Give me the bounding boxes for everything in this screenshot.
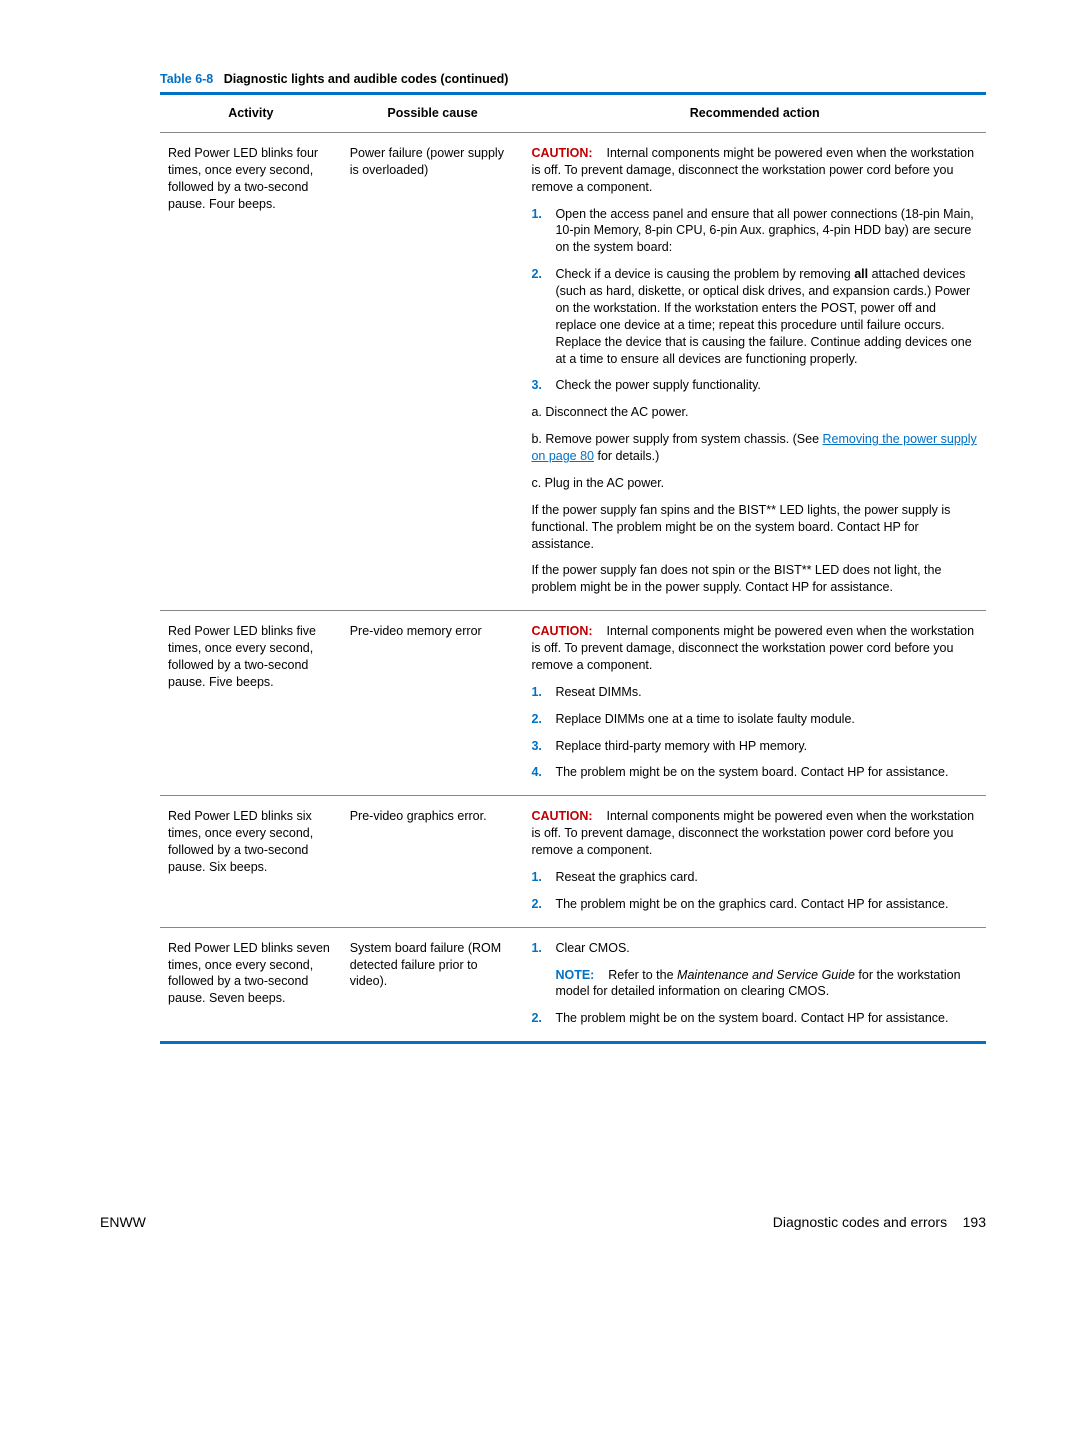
step-number: 3. [531,377,545,394]
activity-cell: Red Power LED blinks seven times, once e… [160,927,342,1043]
step-text: The problem might be on the system board… [545,1010,978,1027]
note-label: NOTE: [555,968,594,982]
list-item: 4. The problem might be on the system bo… [531,764,978,781]
step-number: 4. [531,764,545,781]
page: Table 6-8 Diagnostic lights and audible … [0,0,1080,1084]
list-item: 1. Reseat DIMMs. [531,684,978,701]
list-item: 3. Replace third-party memory with HP me… [531,738,978,755]
page-footer: ENWW Diagnostic codes and errors 193 [0,1214,1080,1230]
step-text: Reseat DIMMs. [545,684,978,701]
caution-block: CAUTION: Internal components might be po… [531,808,978,859]
step-number: 1. [531,684,545,701]
cause-cell: Pre-video memory error [342,611,524,796]
list-item: 1. Clear CMOS. [531,940,978,957]
footer-right: Diagnostic codes and errors 193 [773,1214,986,1230]
activity-cell: Red Power LED blinks five times, once ev… [160,611,342,796]
list-item: 3. Check the power supply functionality. [531,377,978,394]
paragraph: If the power supply fan does not spin or… [531,562,978,596]
step-number: 2. [531,896,545,913]
step-text: Replace third-party memory with HP memor… [545,738,978,755]
footer-left: ENWW [100,1214,146,1230]
sub-step: c. Plug in the AC power. [531,475,978,492]
activity-cell: Red Power LED blinks four times, once ev… [160,132,342,610]
caution-label: CAUTION: [531,624,592,638]
table-row: Red Power LED blinks four times, once ev… [160,132,986,610]
step-number: 3. [531,738,545,755]
cause-cell: System board failure (ROM detected failu… [342,927,524,1043]
list-item: 2. The problem might be on the system bo… [531,1010,978,1027]
table-row: Red Power LED blinks seven times, once e… [160,927,986,1043]
list-item: 2. The problem might be on the graphics … [531,896,978,913]
table-title: Diagnostic lights and audible codes (con… [224,72,509,86]
sub-step: a. Disconnect the AC power. [531,404,978,421]
step-text: Reseat the graphics card. [545,869,978,886]
caution-label: CAUTION: [531,809,592,823]
action-cell: CAUTION: Internal components might be po… [523,796,986,927]
cause-cell: Power failure (power supply is overloade… [342,132,524,610]
list-item: 1. Open the access panel and ensure that… [531,206,978,257]
paragraph: If the power supply fan spins and the BI… [531,502,978,553]
caution-block: CAUTION: Internal components might be po… [531,623,978,674]
table-row: Red Power LED blinks six times, once eve… [160,796,986,927]
action-cell: CAUTION: Internal components might be po… [523,132,986,610]
table-header-row: Activity Possible cause Recommended acti… [160,94,986,133]
caution-label: CAUTION: [531,146,592,160]
step-number: 1. [531,940,545,957]
table-label: Table 6-8 [160,72,213,86]
step-text: Open the access panel and ensure that al… [545,206,978,257]
action-cell: 1. Clear CMOS. NOTE: Refer to the Mainte… [523,927,986,1043]
table-row: Red Power LED blinks five times, once ev… [160,611,986,796]
sub-step: b. Remove power supply from system chass… [531,431,978,465]
header-cause: Possible cause [342,94,524,133]
list-item: 2. Check if a device is causing the prob… [531,266,978,367]
step-number: 2. [531,711,545,728]
step-number: 2. [531,266,545,367]
step-number: 1. [531,206,545,257]
step-text: Check the power supply functionality. [545,377,978,394]
note-block: NOTE: Refer to the Maintenance and Servi… [531,967,978,1001]
step-number: 1. [531,869,545,886]
step-text: Replace DIMMs one at a time to isolate f… [545,711,978,728]
step-text: The problem might be on the system board… [545,764,978,781]
caution-block: CAUTION: Internal components might be po… [531,145,978,196]
cause-cell: Pre-video graphics error. [342,796,524,927]
action-cell: CAUTION: Internal components might be po… [523,611,986,796]
step-text: Check if a device is causing the problem… [545,266,978,367]
list-item: 1. Reseat the graphics card. [531,869,978,886]
header-activity: Activity [160,94,342,133]
step-text: The problem might be on the graphics car… [545,896,978,913]
diagnostic-table: Activity Possible cause Recommended acti… [160,92,986,1044]
step-text: Clear CMOS. [545,940,978,957]
step-number: 2. [531,1010,545,1027]
table-caption: Table 6-8 Diagnostic lights and audible … [160,72,986,86]
header-action: Recommended action [523,94,986,133]
activity-cell: Red Power LED blinks six times, once eve… [160,796,342,927]
list-item: 2. Replace DIMMs one at a time to isolat… [531,711,978,728]
